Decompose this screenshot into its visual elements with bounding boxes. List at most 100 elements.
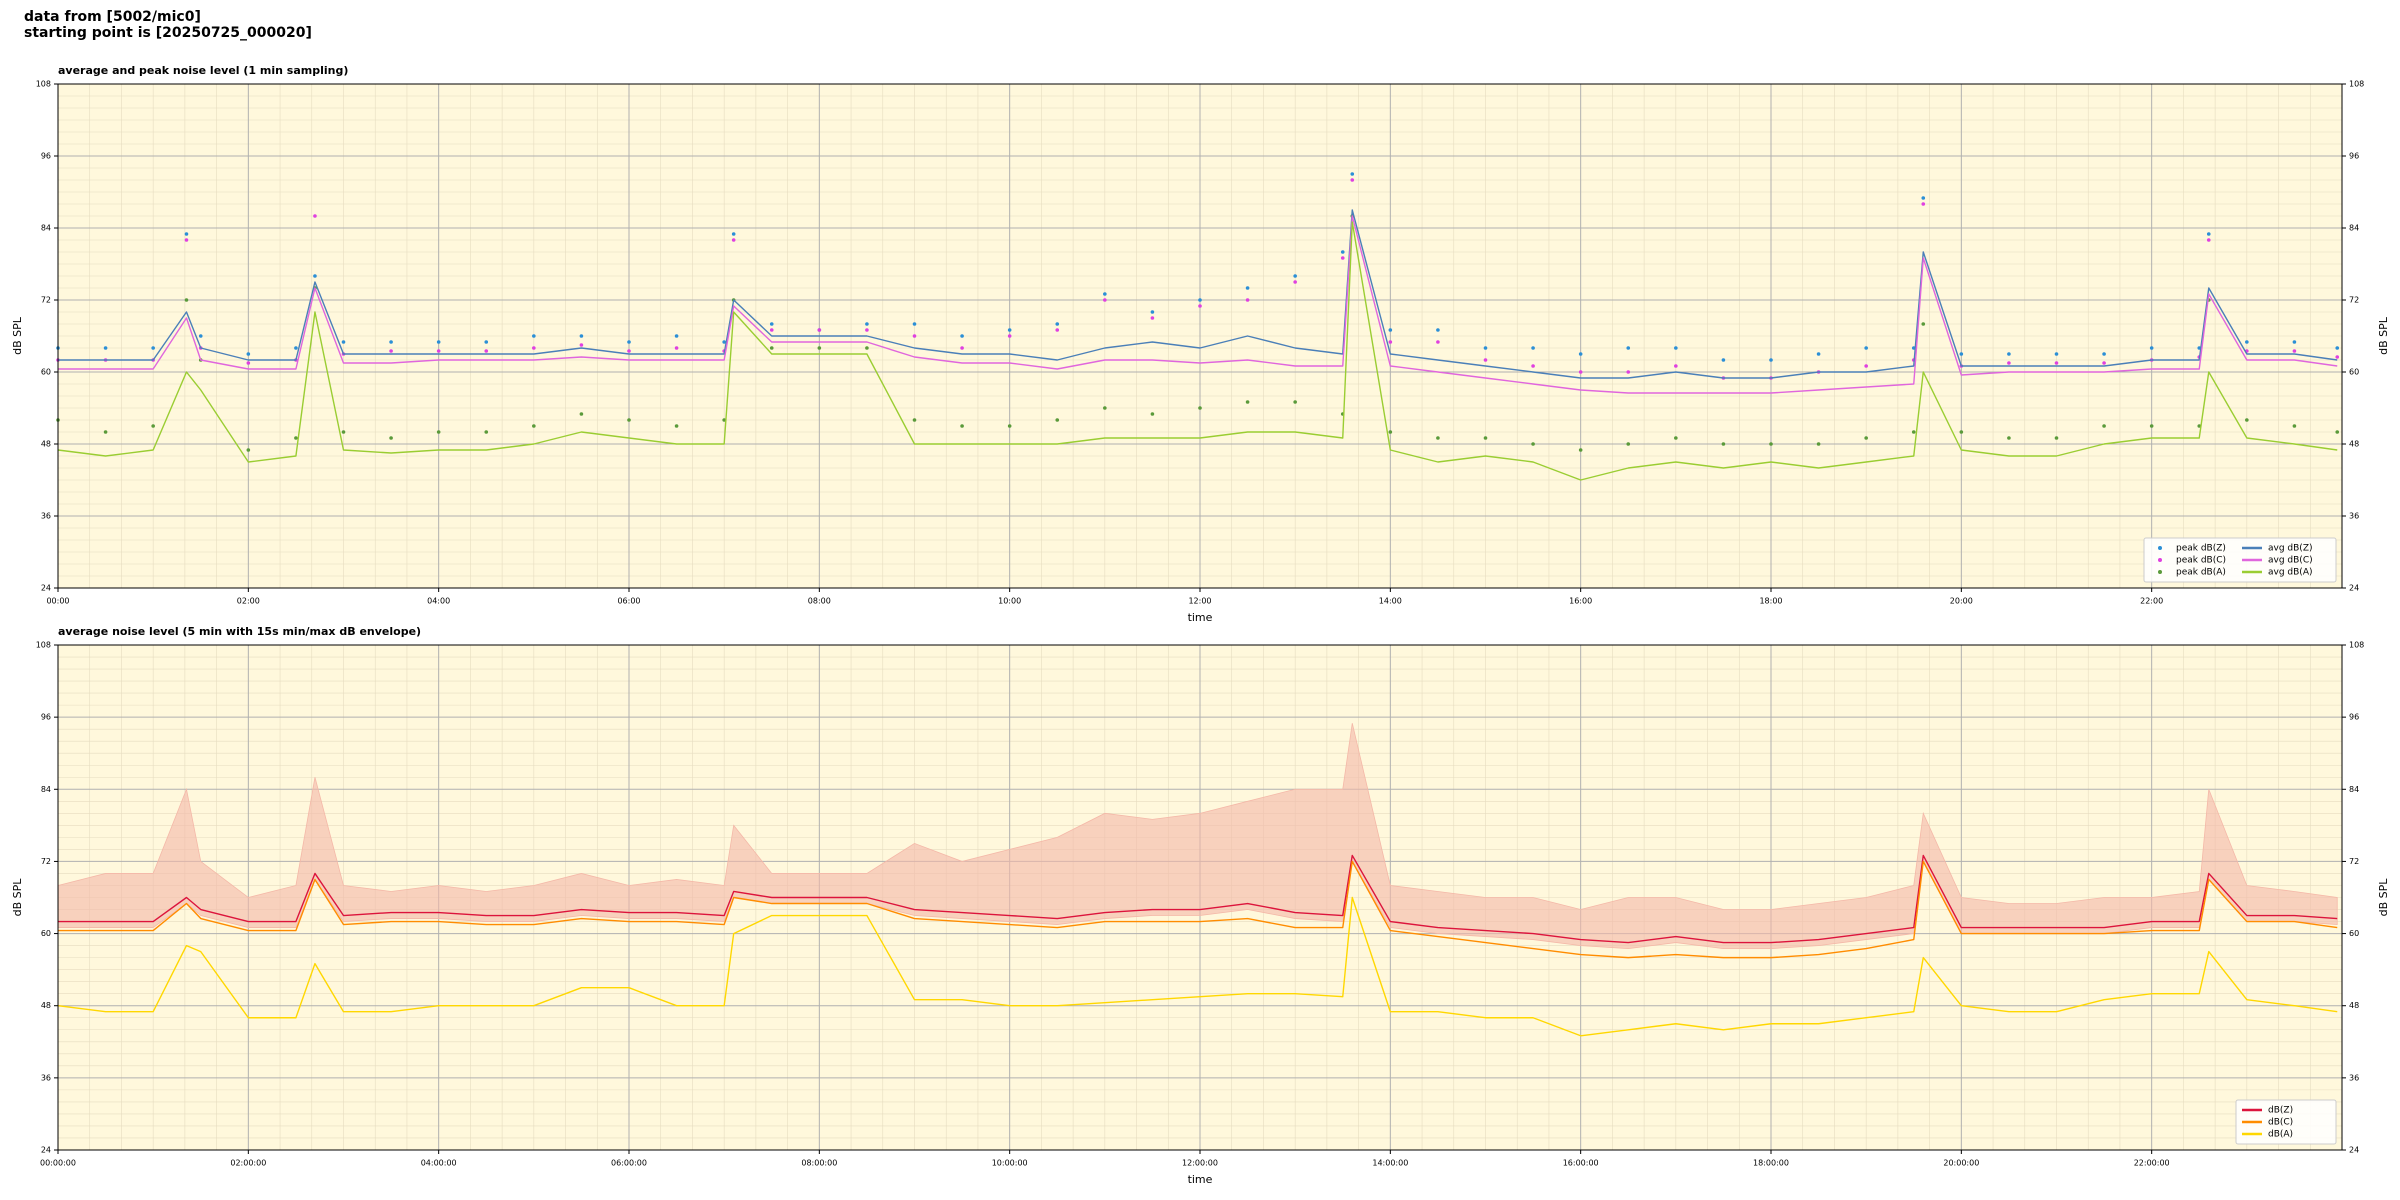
peak-point [1150, 412, 1155, 416]
y-tick-label: 96 [2349, 152, 2359, 161]
y-tick-label: 48 [2349, 1001, 2359, 1010]
peak-point [313, 214, 317, 218]
peak-point [484, 340, 489, 344]
peak-point [184, 238, 189, 242]
series-line [58, 854, 2338, 944]
peak-point [627, 340, 631, 344]
peak-point [1150, 310, 1155, 314]
peak-point [389, 340, 393, 344]
peak-point [294, 436, 298, 440]
series-line [58, 215, 2338, 394]
peak-point [2007, 352, 2011, 356]
peak-point [1921, 202, 1926, 206]
peak-point [1293, 280, 1297, 284]
peak-point [769, 328, 774, 332]
peak-point [627, 418, 631, 422]
peak-point [1245, 286, 1250, 290]
x-tick-label: 02:00:00 [230, 1159, 266, 1168]
peak-point [1055, 322, 1060, 326]
series-line [57, 221, 2338, 481]
y-tick-label: 60 [41, 368, 51, 377]
peak-point [484, 349, 489, 353]
peak-point [579, 334, 584, 338]
peak-point [1293, 400, 1297, 404]
x-tick-label: 22:00:00 [2134, 1159, 2170, 1168]
peak-point [1245, 400, 1250, 404]
peak-point [674, 334, 679, 338]
x-tick-label: 18:00:00 [1753, 1159, 1789, 1168]
series-line [58, 860, 2338, 959]
peak-point [2206, 232, 2211, 236]
peak-point [1531, 364, 1535, 368]
peak-point [1864, 346, 1868, 350]
chart-title: average noise level (5 min with 15s min/… [58, 625, 421, 638]
peak-point [294, 346, 298, 350]
peak-point [2102, 424, 2106, 428]
legend-label: dB(A) [2268, 1130, 2293, 1140]
y-axis-label: dB SPL [11, 316, 24, 355]
legend: peak dB(Z) peak dB(C) peak dB(A) avg dB(Z) a… [2143, 537, 2337, 583]
peak-point [1921, 196, 1926, 200]
peak-point [1483, 436, 1488, 440]
y-tick-label: 36 [41, 512, 51, 521]
peak-point [1864, 436, 1868, 440]
peak-point [674, 424, 679, 428]
peak-point [532, 334, 536, 338]
y-axis-label: dB SPL [11, 878, 24, 917]
legend-label: avg dB(C) [2268, 556, 2313, 566]
peak-point [2007, 361, 2011, 365]
peak-point [1959, 352, 1964, 356]
peak-point [1007, 328, 1012, 332]
peak-point [2245, 418, 2249, 422]
peak-point [1350, 178, 1355, 182]
peak-point [1103, 406, 1107, 410]
x-tick-label: 20:00 [1950, 597, 1973, 606]
peak-point [103, 346, 108, 350]
peak-point [1350, 172, 1355, 176]
x-tick-label: 10:00 [998, 597, 1021, 606]
peak-point [2206, 238, 2211, 242]
peak-point [960, 424, 964, 428]
peak-point [1626, 370, 1631, 374]
peak-point [436, 340, 441, 344]
peak-point [1388, 340, 1393, 344]
peak-point [769, 322, 774, 326]
chart-title: average and peak noise level (1 min samp… [58, 64, 348, 77]
y-tick-label: 108 [36, 641, 51, 650]
peak-point [1150, 316, 1155, 320]
peak-point [960, 346, 964, 350]
x-axis-label: time [1188, 1173, 1213, 1186]
peak-point [1483, 358, 1488, 362]
legend-label: avg dB(A) [2268, 568, 2312, 578]
peak-point [1626, 346, 1631, 350]
peak-point [1245, 298, 1250, 302]
y-tick-label: 84 [41, 785, 51, 794]
y-tick-label: 60 [2349, 929, 2359, 938]
peak-point [1436, 328, 1440, 332]
legend: dB(Z) dB(C) dB(A) [2235, 1099, 2337, 1145]
peak-point [103, 430, 108, 434]
y-tick-label: 72 [2349, 296, 2359, 305]
peak-point [1055, 328, 1060, 332]
peak-point [722, 340, 726, 344]
x-tick-label: 22:00 [2140, 597, 2163, 606]
y-tick-label: 48 [2349, 440, 2359, 449]
x-tick-label: 08:00:00 [801, 1159, 837, 1168]
peak-point [1626, 442, 1631, 446]
peak-point [1531, 346, 1535, 350]
x-tick-label: 04:00:00 [421, 1159, 457, 1168]
y-tick-label: 36 [2349, 512, 2359, 521]
x-tick-label: 06:00 [617, 597, 640, 606]
peak-point [1674, 436, 1678, 440]
y-tick-label: 108 [2349, 641, 2364, 650]
peak-point [1198, 406, 1202, 410]
x-tick-label: 02:00 [237, 597, 260, 606]
x-tick-label: 12:00 [1188, 597, 1211, 606]
peak-point [2245, 340, 2249, 344]
peak-point [151, 346, 155, 350]
y-tick-label: 96 [2349, 713, 2359, 722]
peak-point [912, 418, 917, 422]
y-tick-label: 108 [2349, 80, 2364, 89]
peak-point [1293, 274, 1297, 278]
